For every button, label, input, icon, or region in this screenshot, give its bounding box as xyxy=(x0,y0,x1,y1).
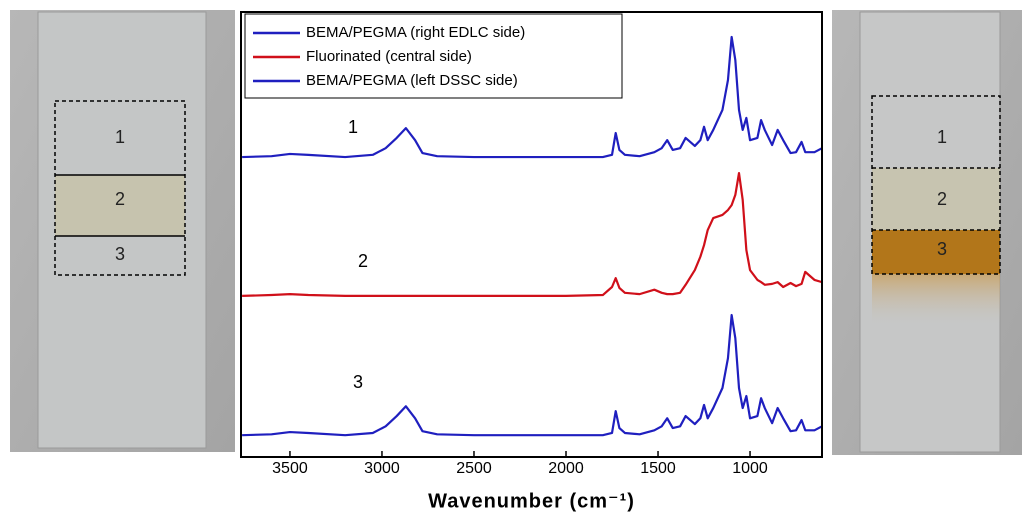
stain xyxy=(872,274,1000,324)
region-label: 1 xyxy=(937,127,947,147)
x-tick-label: 2500 xyxy=(456,460,492,477)
x-tick-label: 1500 xyxy=(640,460,676,477)
film-region xyxy=(55,175,185,236)
dashed-box xyxy=(871,95,1001,275)
region-label: 3 xyxy=(115,244,125,264)
film-region xyxy=(872,168,1000,230)
stained-region xyxy=(872,230,1000,274)
plot-frame xyxy=(240,11,823,458)
curve-label: 2 xyxy=(358,251,368,271)
region-label: 3 xyxy=(937,239,947,259)
x-tick-label: 3500 xyxy=(272,460,308,477)
chart: 3500 3000 2500 2000 1500 1000 Wavenumber (cm⁻¹… xyxy=(240,11,823,512)
spectrum-line xyxy=(242,313,823,437)
curve-label: 1 xyxy=(348,117,358,137)
spectrum-line xyxy=(242,35,823,159)
spectrum-line xyxy=(242,171,823,298)
x-tick-label: 2000 xyxy=(548,460,584,477)
region-label: 2 xyxy=(115,189,125,209)
x-axis-label: Wavenumber (cm⁻¹) xyxy=(428,490,635,512)
legend-box xyxy=(244,13,623,99)
curve-label: 3 xyxy=(353,372,363,392)
legend-label: BEMA/PEGMA (left DSSC side) xyxy=(306,72,518,89)
legend-label: BEMA/PEGMA (right EDLC side) xyxy=(306,24,525,41)
right-photo: 1 2 3 xyxy=(832,10,1022,455)
legend-label: Fluorinated (central side) xyxy=(306,48,472,65)
x-tick-label: 1000 xyxy=(732,460,768,477)
left-photo: 1 2 3 xyxy=(10,10,235,452)
region-label: 1 xyxy=(115,127,125,147)
x-tick-label: 3000 xyxy=(364,460,400,477)
dashed-box xyxy=(54,100,186,276)
region-label: 2 xyxy=(937,189,947,209)
